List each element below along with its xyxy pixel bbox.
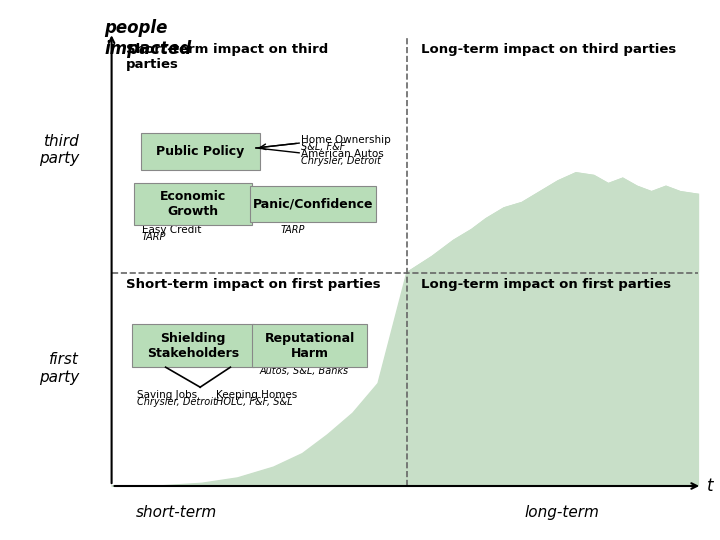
Text: Reputational
Harm: Reputational Harm: [264, 332, 355, 360]
Text: Long-term impact on third parties: Long-term impact on third parties: [421, 43, 677, 56]
Text: Saving Jobs: Saving Jobs: [137, 390, 197, 400]
Text: Public Policy: Public Policy: [156, 145, 244, 158]
FancyBboxPatch shape: [134, 183, 253, 225]
Text: TARP: TARP: [281, 225, 305, 235]
Text: S&L, F&F: S&L, F&F: [301, 142, 345, 152]
Text: American Autos: American Autos: [301, 150, 383, 159]
Polygon shape: [112, 173, 698, 486]
Text: people
impacted: people impacted: [104, 19, 192, 58]
Text: short-term: short-term: [136, 505, 217, 520]
Text: long-term: long-term: [524, 505, 599, 520]
Text: Chrysler, Detroit: Chrysler, Detroit: [301, 156, 380, 166]
FancyBboxPatch shape: [251, 186, 376, 222]
Text: Panic/Confidence: Panic/Confidence: [253, 198, 374, 211]
FancyBboxPatch shape: [252, 324, 367, 367]
Text: first
party: first party: [39, 353, 79, 384]
Text: Home Ownership: Home Ownership: [301, 136, 390, 145]
Polygon shape: [407, 173, 698, 273]
Text: Chrysler, Detroit: Chrysler, Detroit: [137, 397, 217, 407]
Text: Economic
Growth: Economic Growth: [160, 190, 226, 218]
Text: Easy Credit: Easy Credit: [142, 225, 201, 235]
FancyBboxPatch shape: [132, 324, 254, 367]
Text: Shielding
Stakeholders: Shielding Stakeholders: [147, 332, 239, 360]
Text: t: t: [707, 477, 714, 495]
Text: Short-term impact on third
parties: Short-term impact on third parties: [126, 43, 328, 71]
Text: HOLC, F&F, S&L: HOLC, F&F, S&L: [216, 397, 292, 407]
Text: Autos, S&L, Banks: Autos, S&L, Banks: [259, 366, 348, 376]
Text: Short-term impact on first parties: Short-term impact on first parties: [126, 278, 381, 291]
Text: Keeping Homes: Keeping Homes: [216, 390, 297, 400]
FancyBboxPatch shape: [141, 133, 260, 170]
Text: Long-term impact on first parties: Long-term impact on first parties: [421, 278, 671, 291]
Text: third
party: third party: [39, 133, 79, 166]
Text: TARP: TARP: [142, 232, 166, 242]
